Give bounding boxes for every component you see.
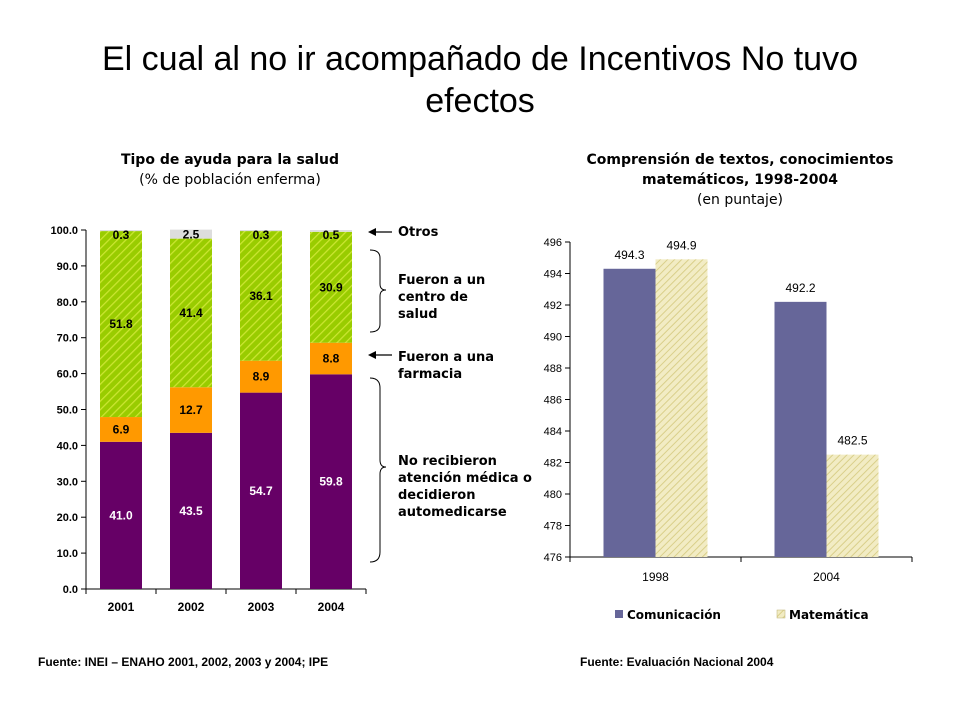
- annotation-centro: Fueron a un centro de salud: [398, 273, 486, 322]
- otros-arrowhead: [368, 228, 376, 236]
- farmacia-arrowhead: [368, 351, 376, 359]
- annotation-farmacia: Fueron a una farmacia: [398, 350, 495, 382]
- bar-centro: [100, 231, 142, 418]
- bar-matematica: [655, 259, 708, 557]
- right-chart-subtitle: (en puntaje): [696, 192, 784, 208]
- left-y-tick-label: 30.0: [57, 476, 78, 488]
- data-label: 41.0: [109, 508, 133, 522]
- data-label: 8.8: [323, 352, 340, 366]
- bar-farmacia: [100, 417, 142, 442]
- right-x-tick-label: 1998: [642, 570, 669, 584]
- data-label: 59.8: [319, 475, 343, 489]
- no-atencion-brace: [369, 377, 387, 563]
- right-y-tick-label: 478: [544, 521, 562, 533]
- left-x-tick-label: 2002: [178, 600, 205, 614]
- bar-matematica: [826, 454, 879, 557]
- data-label: 6.9: [113, 422, 130, 436]
- left-y-tick-label: 90.0: [57, 261, 78, 273]
- data-label: 43.5: [179, 504, 203, 518]
- left-x-tick-label: 2004: [318, 600, 345, 614]
- bar-no-atencion: [100, 441, 142, 589]
- annotation-markers: [368, 228, 392, 563]
- right-y-tick-label: 476: [544, 552, 562, 564]
- data-label: 54.7: [249, 484, 273, 498]
- slide-title: El cual al no ir acompañado de Incentivo…: [101, 40, 858, 120]
- data-label: 0.3: [113, 228, 130, 242]
- legend-label: Comunicación: [627, 608, 721, 622]
- bar-otros: [310, 230, 352, 232]
- left-y-tick-label: 40.0: [57, 440, 78, 452]
- legend-swatch: [615, 610, 623, 618]
- data-label: 494.9: [666, 238, 696, 252]
- bar-no-atencion: [240, 392, 282, 589]
- right-y-tick-label: 496: [544, 237, 562, 249]
- right-y-tick-label: 494: [544, 269, 562, 281]
- left-y-tick-label: 70.0: [57, 333, 78, 345]
- bar-centro: [310, 231, 352, 343]
- annotation-otros: Otros: [398, 225, 439, 240]
- right-y-tick-label: 490: [544, 332, 562, 344]
- right-chart-title-block: Comprensión de textos, conocimientos mat…: [545, 150, 935, 210]
- data-label: 494.3: [614, 248, 644, 262]
- bar-centro: [170, 238, 212, 388]
- right-y-tick-label: 492: [544, 300, 562, 312]
- data-label: 51.8: [109, 317, 133, 331]
- left-chart: 0.0 10.0 20.0 30.0 40.0 50.0 60.0 70.0 80.0 90.0 1…: [50, 225, 367, 614]
- bar-otros: [240, 230, 282, 232]
- bar-farmacia: [310, 342, 352, 375]
- bar-otros: [170, 229, 212, 239]
- bar-farmacia: [170, 387, 212, 433]
- data-label: 482.5: [837, 434, 867, 448]
- left-y-tick-label: 20.0: [57, 512, 78, 524]
- right-y-tick-label: 482: [544, 458, 562, 470]
- right-y-tick-label: 484: [544, 426, 562, 438]
- left-y-tick-label: 60.0: [57, 369, 78, 381]
- left-chart-title-block: Tipo de ayuda para la salud (% de poblac…: [60, 150, 400, 190]
- left-y-tick-label: 80.0: [57, 297, 78, 309]
- bar-farmacia: [240, 360, 282, 393]
- left-x-tick-label: 2003: [248, 600, 275, 614]
- right-y-tick-label: 480: [544, 489, 562, 501]
- left-y-tick-label: 100.0: [50, 225, 78, 237]
- legend-swatch: [776, 609, 786, 619]
- data-label: 12.7: [179, 403, 203, 417]
- data-label: 0.5: [323, 228, 340, 242]
- bar-no-atencion: [170, 432, 212, 589]
- right-y-tick-label: 486: [544, 395, 562, 407]
- bar-otros: [100, 230, 142, 232]
- bar-no-atencion: [310, 374, 352, 589]
- data-label: 2.5: [183, 228, 200, 242]
- left-y-tick-label: 50.0: [57, 405, 78, 417]
- bar-comunicacion: [774, 301, 827, 557]
- data-label: 36.1: [249, 289, 273, 303]
- bar-centro: [240, 231, 282, 361]
- left-source: Fuente: INEI – ENAHO 2001, 2002, 2003 y …: [38, 655, 329, 669]
- right-chart-title: Comprensión de textos, conocimientos mat…: [586, 152, 894, 188]
- data-label: 30.9: [319, 280, 343, 294]
- right-source: Fuente: Evaluación Nacional 2004: [580, 655, 774, 669]
- left-chart-subtitle: (% de población enferma): [139, 172, 321, 188]
- data-label: 8.9: [253, 370, 270, 384]
- data-label: 492.2: [785, 281, 815, 295]
- left-y-tick-label: 10.0: [57, 548, 78, 560]
- left-y-tick-label: 0.0: [63, 584, 78, 596]
- data-label: 41.4: [179, 306, 203, 320]
- left-chart-title: Tipo de ayuda para la salud: [120, 152, 340, 168]
- right-x-tick-label: 2004: [813, 570, 840, 584]
- right-chart: 476 478 480 482 484 486 488 490 492 494 496 494.3 49…: [544, 237, 913, 622]
- annotation-no-atencion: No recibieron atención médica o decidier…: [398, 454, 532, 520]
- bar-comunicacion: [603, 268, 656, 557]
- left-x-tick-label: 2001: [108, 600, 135, 614]
- legend-label: Matemática: [789, 608, 869, 622]
- right-y-tick-label: 488: [544, 363, 562, 375]
- data-label: 0.3: [253, 228, 270, 242]
- centro-brace: [369, 249, 387, 333]
